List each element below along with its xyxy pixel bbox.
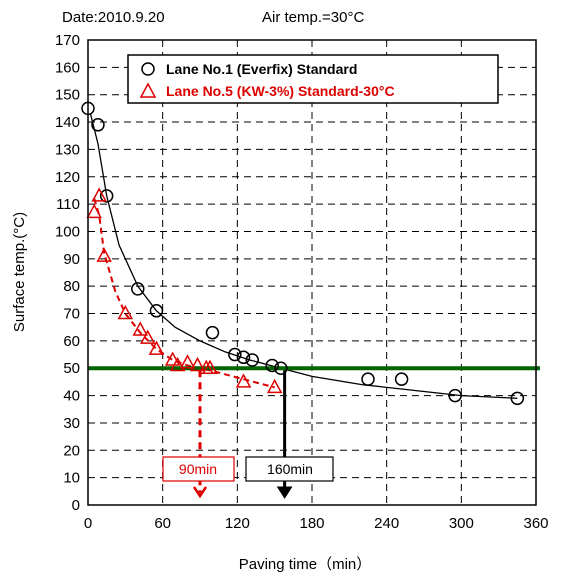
series-2-point [91,187,107,202]
fit-curves [89,113,518,399]
y-tick-label: 100 [55,223,80,240]
series-2-point [266,378,283,394]
tick-labels: 0 10 20 30 40 50 60 70 80 90 100 110 120 130 140 150 160… [55,32,549,532]
series-1-point [448,388,462,403]
legend-label-lane5: Lane No.5 (KW-3%) Standard-30°C [166,83,395,99]
series-1-curve [89,113,518,399]
data-points [81,101,525,406]
series-2-point [132,321,149,336]
annotation-160min-box [245,456,334,482]
y-tick-label: 60 [63,333,80,350]
legend-label-lane1: Lane No.1 (Everfix) Standard [166,61,357,77]
series-2-point [117,304,134,320]
series-1-point [131,282,145,296]
series-1-point [394,372,409,386]
series-2-point [202,359,218,374]
series-1-point [149,304,164,318]
y-tick-label: 0 [72,497,80,514]
y-tick-label: 140 [55,114,80,131]
y-tick-label: 90 [63,251,80,268]
x-tick-label: 300 [449,515,474,532]
y-tick-label: 120 [55,169,80,186]
y-tick-label: 170 [55,32,80,49]
annotation-90min-box [162,456,235,482]
y-tick-label: 40 [63,388,80,405]
series-1-point [99,189,114,203]
x-tick-label: 240 [374,515,399,532]
plot-frame [87,39,537,506]
series-2-curve [93,198,275,389]
series-2-point [169,356,186,372]
y-tick-label: 50 [63,360,80,377]
series-2-point [96,247,112,262]
header-date: Date:2010.9.20 [62,9,165,26]
series-2-point [86,203,102,219]
annotation-arrowhead-2 [276,486,293,499]
legend: Lane No.1 (Everfix) Standard Lane No.5 (… [127,54,499,104]
annotations: 90min 160min [162,456,334,482]
series-2-point [189,356,206,372]
series-1-point [510,391,525,406]
y-tick-label: 70 [63,306,80,323]
annotation-90min-label: 90min [179,461,217,477]
series-1-point [205,325,220,340]
x-tick-label: 120 [225,515,250,532]
header-air-temp: Air temp.=30°C [262,9,364,26]
x-tick-label: 0 [84,515,92,532]
annotation-arrowhead-1 [192,486,208,499]
series-1-point [361,372,375,386]
series-1-point [274,361,288,375]
y-axis-label: Surface temp.(°C) [11,212,28,332]
y-tick-label: 160 [55,59,80,76]
legend-box [127,54,499,104]
series-2-point [235,373,252,388]
series-1-point [91,118,105,132]
legend-marker-triangle [139,82,157,98]
legend-marker-circle [141,62,155,76]
series-1-point [228,347,242,362]
series-1-point [245,353,260,367]
series-2-point [139,329,156,344]
series-1-point [265,358,279,373]
y-tick-label: 20 [63,442,80,459]
grid-lines [88,40,536,505]
y-tick-label: 10 [63,470,80,487]
y-tick-label: 30 [63,415,80,432]
x-tick-label: 60 [154,515,171,532]
x-axis-label: Paving time（min） [239,556,372,573]
annotation-160min-label: 160min [267,461,313,477]
series-1-point [236,350,251,365]
series-2-point [164,351,181,366]
x-tick-label: 360 [523,515,548,532]
series-2-point [148,340,165,355]
y-tick-label: 110 [56,196,80,213]
x-tick-label: 180 [299,515,324,532]
y-tick-label: 80 [63,278,80,295]
series-2-point [179,354,196,369]
y-tick-label: 130 [55,141,80,158]
y-tick-label: 150 [55,87,80,104]
